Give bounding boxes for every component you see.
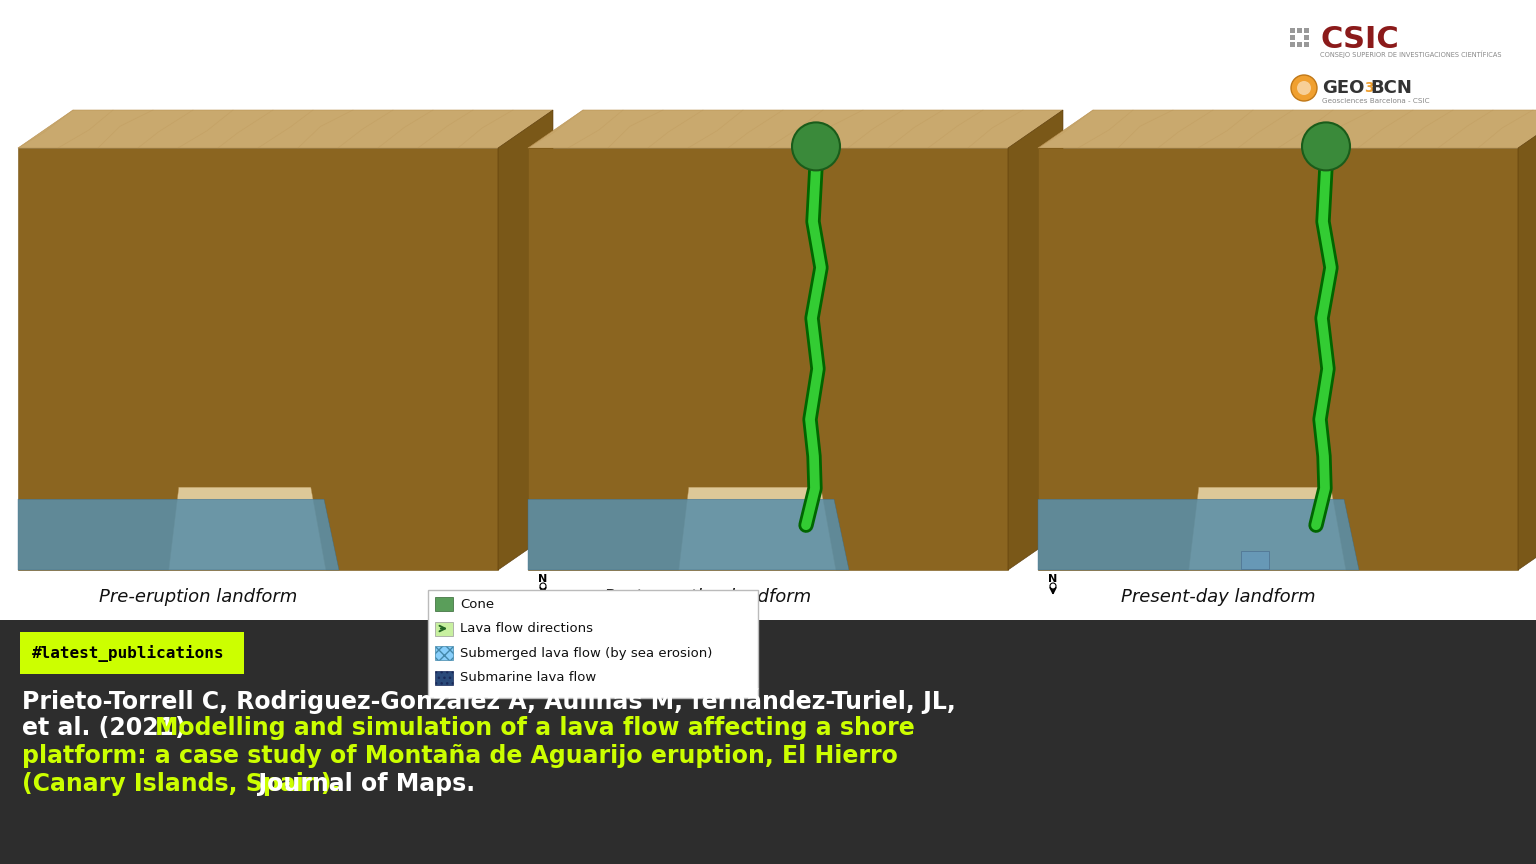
- Polygon shape: [169, 487, 326, 570]
- Polygon shape: [1038, 148, 1518, 570]
- Text: CSIC: CSIC: [1319, 24, 1399, 54]
- Text: Submerged lava flow (by sea erosion): Submerged lava flow (by sea erosion): [459, 646, 713, 659]
- Polygon shape: [18, 110, 553, 148]
- Polygon shape: [528, 110, 1063, 148]
- Text: BCN: BCN: [1370, 79, 1412, 97]
- Text: N: N: [1049, 574, 1058, 584]
- Bar: [1241, 551, 1269, 569]
- Text: Pre-eruption landform: Pre-eruption landform: [98, 588, 296, 606]
- Text: CONSEJO SUPERIOR DE INVESTIGACIONES CIENTÍFICAS: CONSEJO SUPERIOR DE INVESTIGACIONES CIEN…: [1319, 50, 1502, 58]
- Polygon shape: [1518, 110, 1536, 570]
- Polygon shape: [1038, 110, 1536, 148]
- Text: #latest_publications: #latest_publications: [32, 645, 224, 662]
- Text: Cone: Cone: [459, 598, 495, 611]
- Text: Modelling and simulation of a lava flow affecting a shore: Modelling and simulation of a lava flow …: [155, 716, 915, 740]
- Text: Geosciences Barcelona - CSIC: Geosciences Barcelona - CSIC: [1322, 98, 1430, 104]
- Polygon shape: [528, 499, 849, 570]
- Text: N: N: [539, 574, 548, 584]
- Polygon shape: [18, 148, 498, 570]
- Bar: [1290, 35, 1295, 40]
- Circle shape: [793, 123, 840, 170]
- Bar: [1296, 28, 1303, 33]
- Text: Lava flow directions: Lava flow directions: [459, 622, 593, 635]
- Polygon shape: [18, 499, 339, 570]
- Circle shape: [541, 583, 545, 589]
- Circle shape: [1290, 75, 1316, 101]
- Bar: [1304, 42, 1309, 47]
- Polygon shape: [1008, 110, 1063, 570]
- Text: (Canary Islands, Spain).: (Canary Islands, Spain).: [22, 772, 341, 796]
- Text: platform: a case study of Montaña de Aguarijo eruption, El Hierro: platform: a case study of Montaña de Agu…: [22, 744, 899, 768]
- Text: Post-eruption landform: Post-eruption landform: [605, 588, 811, 606]
- Circle shape: [1296, 81, 1312, 95]
- Text: Present-day landform: Present-day landform: [1121, 588, 1315, 606]
- Bar: [0, 620, 1536, 864]
- Circle shape: [1303, 123, 1350, 170]
- Bar: [1290, 28, 1295, 33]
- Polygon shape: [528, 148, 1008, 570]
- Polygon shape: [679, 487, 836, 570]
- Bar: [435, 621, 453, 636]
- Bar: [435, 646, 453, 660]
- Bar: [429, 590, 757, 698]
- Bar: [435, 597, 453, 611]
- Text: 3: 3: [1364, 81, 1373, 95]
- Text: Submarine lava flow: Submarine lava flow: [459, 671, 596, 684]
- Text: et al. (2021): et al. (2021): [22, 716, 194, 740]
- Polygon shape: [1189, 487, 1346, 570]
- Text: Prieto-Torrell C, Rodriguez-Gonzalez A, Aulinas M, fernández-Turiel, JL,: Prieto-Torrell C, Rodriguez-Gonzalez A, …: [22, 688, 955, 714]
- Bar: [1304, 28, 1309, 33]
- Text: GEO: GEO: [1322, 79, 1364, 97]
- Bar: [1296, 42, 1303, 47]
- Circle shape: [1051, 583, 1057, 589]
- FancyBboxPatch shape: [20, 632, 244, 674]
- Polygon shape: [498, 110, 553, 570]
- Bar: [1290, 42, 1295, 47]
- Polygon shape: [1038, 499, 1359, 570]
- Bar: [435, 670, 453, 684]
- Bar: [1304, 35, 1309, 40]
- Text: Journal of Maps.: Journal of Maps.: [250, 772, 475, 796]
